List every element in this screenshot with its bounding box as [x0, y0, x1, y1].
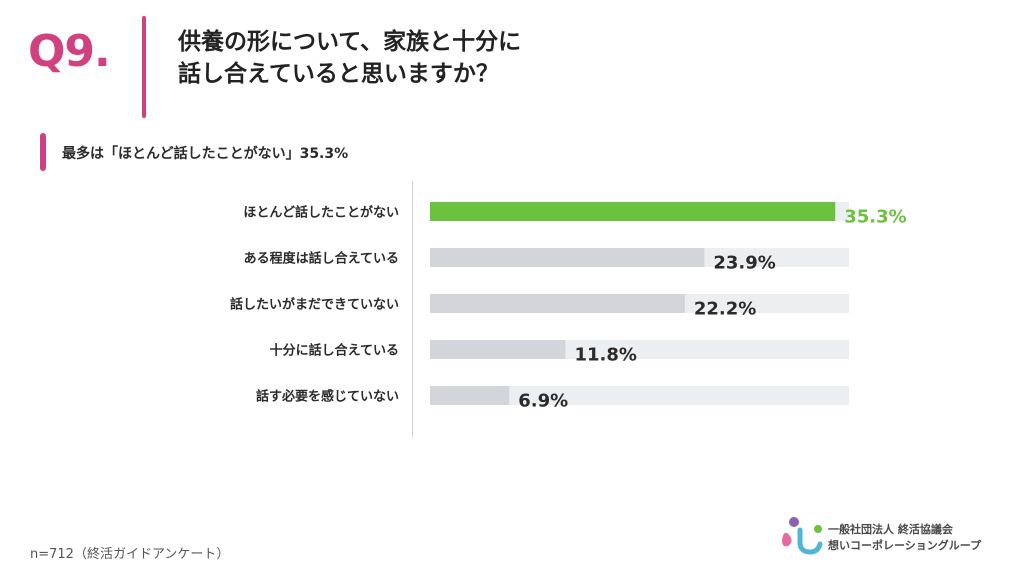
value-label: 35.3% [844, 207, 906, 228]
chart-axis-line [412, 181, 413, 437]
logo-line2: 想いコーポレーショングループ [828, 539, 982, 552]
bar [430, 340, 566, 359]
question-title-line2: 話し合えていると思いますか？ [178, 61, 499, 87]
category-label: ほとんど話したことがない [243, 205, 399, 221]
bar [430, 248, 705, 267]
bar [430, 386, 510, 405]
organization-logo: 一般社団法人 終活協議会 想いコーポレーショングループ [778, 508, 982, 564]
category-label: 話したいがまだできていない [230, 297, 399, 313]
summary-marker [40, 133, 46, 171]
question-divider [142, 16, 146, 118]
value-label: 23.9% [713, 253, 775, 274]
logo-line1: 一般社団法人 終活協議会 [828, 523, 953, 536]
question-title-line1: 供養の形について、家族と十分に [178, 29, 522, 55]
footnote: n=712（終活ガイドアンケート） [30, 547, 230, 562]
question-title: 供養の形について、家族と十分に 話し合えていると思いますか？ [178, 26, 738, 90]
logo-mark-icon [782, 517, 823, 555]
bar-track [430, 386, 849, 405]
question-number: Q9. [28, 26, 111, 77]
value-label: 6.9% [518, 391, 568, 412]
value-label: 22.2% [694, 299, 756, 320]
category-label: ある程度は話し合えている [244, 251, 399, 267]
category-label: 十分に話し合えている [270, 343, 399, 359]
bar [430, 202, 836, 221]
summary-text: 最多は「ほとんど話したことがない」35.3% [62, 146, 349, 162]
bar [430, 294, 685, 313]
value-label: 11.8% [574, 345, 636, 366]
category-label: 話す必要を感じていない [256, 389, 399, 405]
